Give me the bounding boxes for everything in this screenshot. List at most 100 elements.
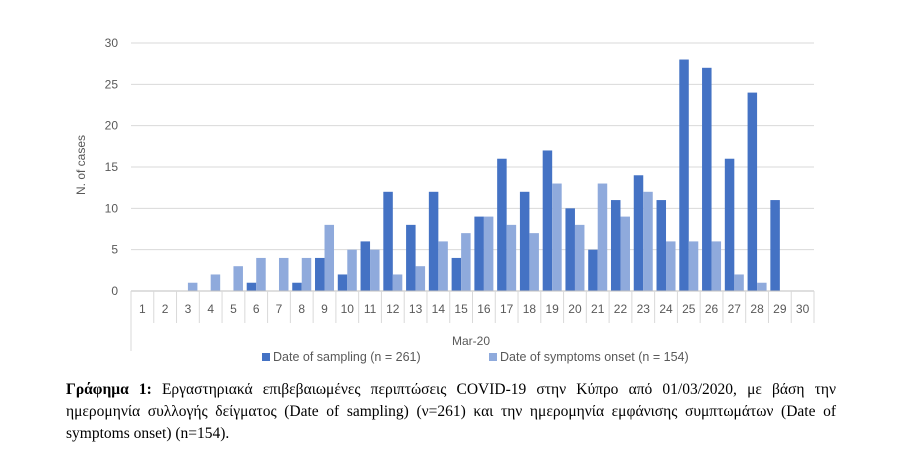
x-tick-label: 5 xyxy=(230,302,237,316)
x-tick-label: 3 xyxy=(185,302,192,316)
y-tick-label: 0 xyxy=(111,284,118,298)
x-tick-label: 21 xyxy=(591,302,605,316)
bar xyxy=(597,183,608,291)
x-tick-label: 4 xyxy=(207,302,214,316)
y-tick-label: 30 xyxy=(105,36,119,50)
bar xyxy=(315,257,325,291)
x-tick-label: 17 xyxy=(500,302,514,316)
caption-text: Εργαστηριακά επιβεβαιωμένες περιπτώσεις … xyxy=(66,381,836,442)
bar xyxy=(233,266,243,291)
legend-swatch xyxy=(262,353,270,361)
y-tick-label: 5 xyxy=(111,243,118,257)
x-tick-label: 15 xyxy=(454,302,468,316)
x-tick-label: 26 xyxy=(705,302,719,316)
bar xyxy=(656,200,667,291)
y-tick-label: 10 xyxy=(105,201,119,215)
legend-label: Date of symptoms onset (n = 154) xyxy=(500,350,689,364)
y-tick-label: 20 xyxy=(105,119,119,133)
bar xyxy=(497,158,507,291)
bar xyxy=(747,92,758,291)
bar xyxy=(483,216,494,291)
bar xyxy=(588,249,598,291)
bar xyxy=(415,266,426,291)
bar xyxy=(301,257,312,291)
x-tick-label: 30 xyxy=(796,302,810,316)
y-tick-label: 25 xyxy=(105,77,119,91)
bar xyxy=(724,158,735,291)
bar xyxy=(565,208,575,291)
x-tick-label: 29 xyxy=(773,302,787,316)
bar xyxy=(574,224,585,291)
legend-swatch xyxy=(489,353,497,361)
bar xyxy=(542,150,553,291)
x-tick-label: 23 xyxy=(637,302,651,316)
bar xyxy=(610,200,621,291)
bar xyxy=(337,274,348,291)
x-axis: 1 2 3 4 5 6 7 8 9 10 11 12 13 14 15 16 17 18 19 20 21 22 23 24 2… xyxy=(130,290,815,351)
x-tick-label: 1 xyxy=(139,302,146,316)
bar xyxy=(679,59,689,292)
caption-label: Γράφημα 1: xyxy=(66,381,152,398)
x-tick-label: 10 xyxy=(341,302,355,316)
bar xyxy=(461,233,471,291)
x-tick-label: 25 xyxy=(682,302,696,316)
x-tick-label: 16 xyxy=(477,302,491,316)
x-axis-label: Mar-20 xyxy=(452,334,490,348)
bar xyxy=(702,67,712,291)
x-tick-label: 19 xyxy=(546,302,560,316)
bar xyxy=(711,241,722,291)
bar xyxy=(633,175,644,291)
bar xyxy=(278,257,289,291)
bar xyxy=(620,216,630,291)
x-tick-label: 6 xyxy=(253,302,260,316)
legend-label: Date of sampling (n = 261) xyxy=(273,350,421,364)
bars xyxy=(187,59,780,292)
bar xyxy=(506,224,517,291)
figure-caption: Γράφημα 1: Εργαστηριακά επιβεβαιωμένες π… xyxy=(66,379,836,445)
bar xyxy=(552,183,562,291)
x-tick-label: 13 xyxy=(409,302,423,316)
x-tick-label: 24 xyxy=(659,302,673,316)
bar xyxy=(474,216,484,291)
bar xyxy=(256,257,266,291)
legend: Date of sampling (n = 261) Date of sympto… xyxy=(262,350,689,364)
bar xyxy=(451,257,462,291)
bar xyxy=(383,191,393,291)
bar xyxy=(770,200,780,291)
x-tick-label: 11 xyxy=(364,302,377,316)
bar xyxy=(187,282,198,291)
bar xyxy=(246,282,257,291)
x-tick-label: 14 xyxy=(432,302,446,316)
x-tick-label: 28 xyxy=(750,302,764,316)
x-tick-label: 18 xyxy=(523,302,537,316)
gridlines xyxy=(131,42,814,292)
x-tick-label: 20 xyxy=(568,302,582,316)
x-tick-label: 2 xyxy=(162,302,169,316)
y-axis-label: N. of cases xyxy=(74,135,88,195)
x-tick-label: 27 xyxy=(728,302,742,316)
x-tick-label: 22 xyxy=(614,302,628,316)
bar xyxy=(666,241,676,291)
y-tick-labels: 0 5 10 15 20 25 30 xyxy=(105,36,119,298)
bar xyxy=(529,233,539,291)
bar xyxy=(643,191,653,291)
bar xyxy=(347,249,357,291)
bar xyxy=(519,191,530,291)
bar xyxy=(210,274,221,291)
bar xyxy=(428,191,439,291)
x-tick-label: 9 xyxy=(321,302,328,316)
bar xyxy=(370,249,380,291)
bar xyxy=(438,241,448,291)
x-tick-label: 12 xyxy=(386,302,400,316)
bar xyxy=(324,224,335,291)
bar xyxy=(360,241,371,291)
bar xyxy=(392,274,403,291)
y-tick-label: 15 xyxy=(105,160,119,174)
bar xyxy=(757,282,767,291)
bar xyxy=(292,282,302,291)
x-tick-label: 8 xyxy=(298,302,305,316)
bar xyxy=(688,241,699,291)
bar xyxy=(734,274,744,291)
bar xyxy=(406,224,416,291)
